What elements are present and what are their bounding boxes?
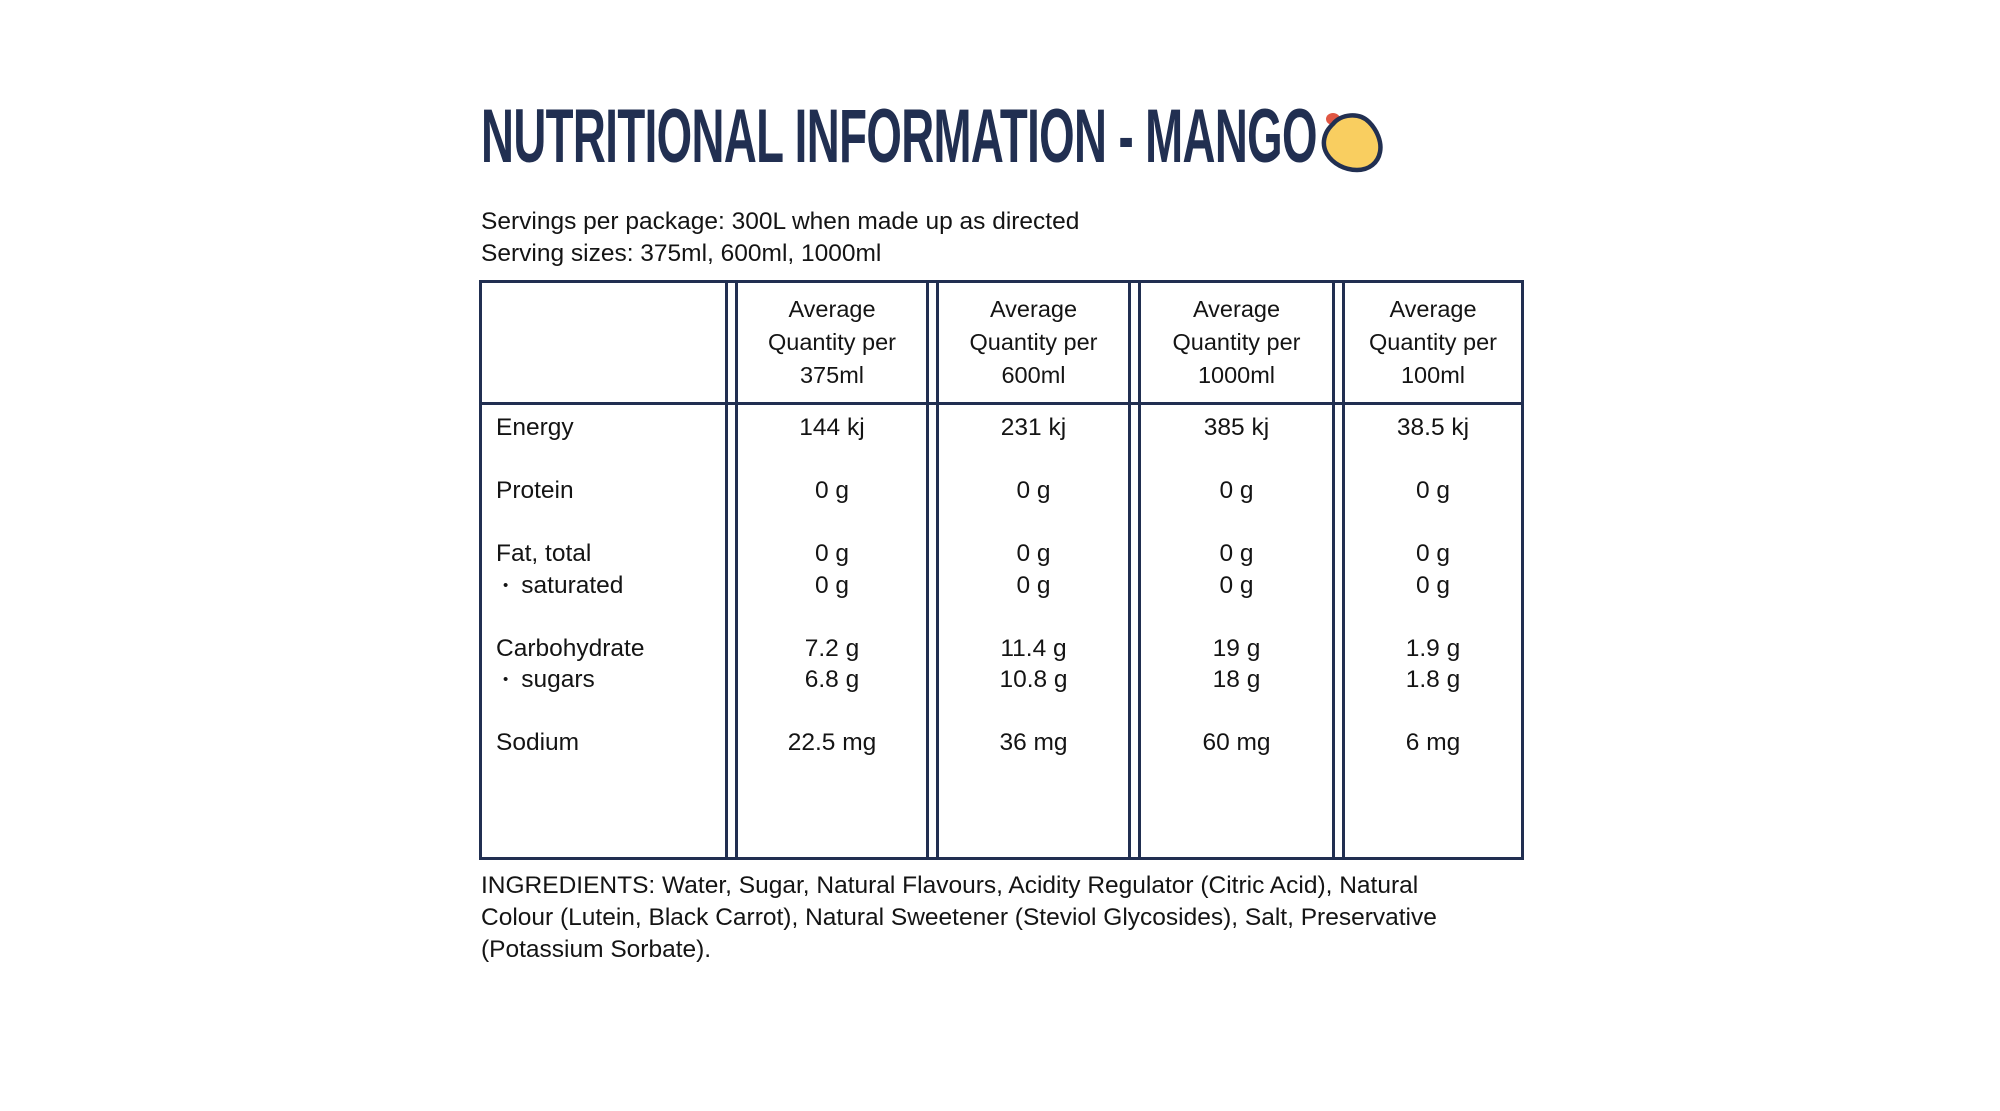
bullet-dot: • [503,576,509,594]
spacer-line [738,444,926,476]
values-column-100ml: 38.5 kj 0 g 0 g 0 g 1.9 g 1.8 g 6 mg [1342,405,1521,857]
spacer-line [738,507,926,539]
nutrient-value: 10.8 g [999,666,1068,693]
nutrient-value: 0 g [1219,477,1254,504]
nutrient-value: 0 g [814,477,850,504]
nutrient-value: 0 g [1016,571,1051,599]
nutrient-label: Carbohydrate [496,634,645,662]
nutrient-label-column: Energy Protein Fat, total • saturated Carbohy… [482,405,728,857]
table-header-375ml: Average Quantity per 375ml [735,283,929,402]
values-column-375ml: 144 kj 0 g 0 g 0 g 7.2 g 6.8 g 22.5 mg [735,405,929,857]
table-body: Energy Protein Fat, total • saturated Carbohy… [482,405,1521,857]
spacer-line [482,444,725,476]
ingredients-text: INGREDIENTS: Water, Sugar, Natural Flavo… [481,872,1437,963]
nutrient-value: 0 g [1016,540,1051,567]
nutrient-label: Sodium [496,729,580,756]
servings-info: Servings per package: 300L when made up … [481,206,1079,270]
spacer-line [1345,696,1521,728]
nutrient-value: 0 g [1415,540,1451,567]
spacer-line [1141,507,1332,539]
nutrient-value: 38.5 kj [1396,414,1470,441]
nutrient-value: 0 g [1219,571,1254,599]
page-title: NUTRITIONAL INFORMATION - MANGO [481,94,1317,179]
nutrient-value: 1.8 g [1405,666,1461,693]
nutrient-value: 6.8 g [804,666,860,693]
nutrient-value: 1.9 g [1405,634,1461,662]
values-column-600ml: 231 kj 0 g 0 g 0 g 11.4 g 10.8 g 36 mg [936,405,1131,857]
servings-per-package: Servings per package: 300L when made up … [481,208,1080,235]
nutrient-value: 0 g [814,540,850,567]
mango-icon [1321,113,1383,173]
table-header-600ml: Average Quantity per 600ml [936,283,1131,402]
nutrient-label: Fat, total [496,540,592,567]
serving-sizes: Serving sizes: 375ml, 600ml, 1000ml [481,240,882,267]
nutrient-value: 19 g [1212,634,1261,662]
table-header-100ml: Average Quantity per 100ml [1342,283,1521,402]
values-column-1000ml: 385 kj 0 g 0 g 0 g 19 g 18 g 60 mg [1138,405,1335,857]
nutrient-label: • sugars [503,666,595,693]
nutrient-value: 0 g [1219,540,1254,567]
nutrient-label: • saturated [503,571,624,599]
nutrient-value: 0 g [814,571,850,599]
nutrient-value: 0 g [1415,571,1451,599]
spacer-line [1345,444,1521,476]
spacer-line [1141,444,1332,476]
nutrient-value: 6 mg [1405,729,1461,756]
table-header-empty-cell [482,283,728,402]
spacer-line [738,601,926,633]
nutrient-value: 231 kj [1000,414,1067,441]
nutrient-value: 22.5 mg [787,729,877,756]
nutrient-value: 0 g [1415,477,1451,504]
spacer-line [738,696,926,728]
nutrient-value: 385 kj [1203,414,1270,441]
spacer-line [1345,601,1521,633]
nutrient-value: 0 g [1016,477,1051,504]
spacer-line [939,601,1128,633]
nutrient-value: 144 kj [799,414,865,441]
spacer-line [939,444,1128,476]
nutrient-value: 36 mg [999,729,1068,756]
spacer-line [939,507,1128,539]
nutrient-value: 11.4 g [1000,634,1067,662]
nutrient-value: 18 g [1212,666,1261,693]
nutrient-value: 60 mg [1202,729,1271,756]
spacer-line [482,507,725,539]
bullet-dot: • [503,671,509,688]
nutrient-label: Protein [496,477,574,504]
nutrition-table: Average Quantity per 375ml Average Quant… [479,280,1524,860]
spacer-line [1141,601,1332,633]
table-header-row: Average Quantity per 375ml Average Quant… [482,283,1521,405]
nutrient-value: 7.2 g [804,634,860,662]
spacer-line [1345,507,1521,539]
table-header-1000ml: Average Quantity per 1000ml [1138,283,1335,402]
spacer-line [1141,696,1332,728]
spacer-line [482,696,725,728]
nutrient-label: Energy [496,414,574,441]
spacer-line [939,696,1128,728]
spacer-line [482,601,725,633]
